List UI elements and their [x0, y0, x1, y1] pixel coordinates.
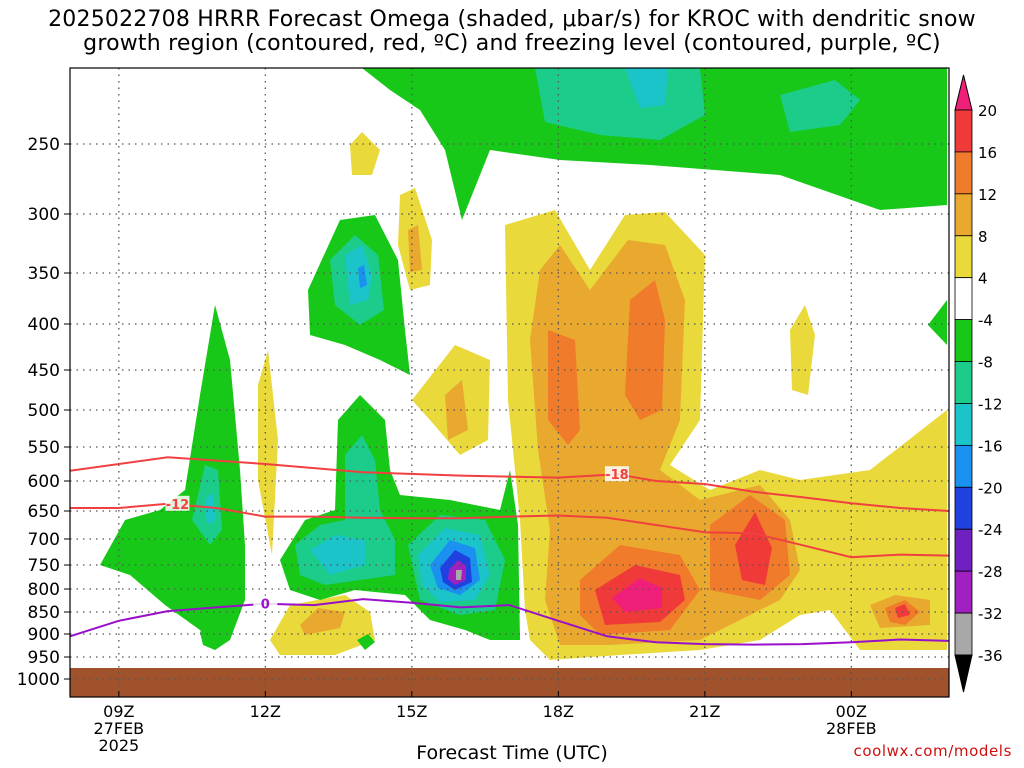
- omega-area-cyan-2: [345, 245, 372, 305]
- colorbar-segment: [954, 361, 973, 404]
- chart-title-line-1: 2025022708 HRRR Forecast Omega (shaded, …: [48, 7, 976, 32]
- x-tick-label: 09Z: [103, 702, 134, 721]
- omega-area-red-right-low: [895, 604, 910, 618]
- y-tick-label: 350: [28, 264, 60, 284]
- credit-link[interactable]: coolwx.com/models: [853, 742, 1012, 760]
- colorbar-segment: [954, 486, 973, 530]
- x-tick-label: 00Z: [836, 702, 867, 721]
- y-tick-label: 750: [28, 556, 60, 576]
- y-tick-label: 900: [28, 625, 60, 645]
- y-tick-label: 600: [28, 472, 60, 492]
- x-tick-label: 21Z: [689, 702, 720, 721]
- omega-area-teal-top-right: [780, 80, 860, 132]
- omega-area-green-dot: [357, 634, 375, 650]
- colorbar-bottom-arrow: [954, 654, 973, 693]
- contour-label--18: -18: [605, 468, 629, 483]
- contour-lines: -18 -12 0: [70, 456, 949, 646]
- y-tick-label: 950: [28, 648, 60, 668]
- omega-area-cyan-1: [205, 492, 216, 525]
- plot-frame: [69, 67, 950, 698]
- y-tick-label: 300: [28, 205, 60, 225]
- colorbar-segment: [954, 319, 973, 362]
- colorbar-segment: [954, 528, 973, 572]
- colorbar: 20 16 12 8 4 -4 -8 -12 -16 -20 -24 -28 -32 -36: [954, 74, 1003, 693]
- y-tick-label: 450: [28, 361, 60, 381]
- omega-area-green-small: [200, 620, 228, 650]
- colorbar-label: 4: [978, 270, 988, 288]
- contour-label--12: -12: [166, 498, 190, 513]
- colorbar-label: 12: [978, 186, 997, 204]
- colorbar-segment: [954, 193, 973, 237]
- grid-lines: [70, 68, 949, 697]
- omega-area-yellow-blob-1: [350, 132, 380, 175]
- colorbar-segment: [954, 570, 973, 614]
- y-axis: 2503003504004505005506006507007508008509…: [17, 135, 70, 690]
- contour-label-bg: [604, 466, 629, 482]
- omega-shading: [100, 68, 947, 660]
- contour-label-bg: [253, 595, 278, 611]
- colorbar-label: -28: [978, 563, 1003, 581]
- x-axis-title: Forecast Time (UTC): [416, 742, 608, 764]
- y-tick-label: 800: [28, 580, 60, 600]
- omega-area-orange-upper-right: [625, 280, 665, 420]
- y-tick-label: 250: [28, 135, 60, 155]
- colorbar-label: 20: [978, 102, 997, 120]
- colorbar-segment: [954, 235, 973, 279]
- chart-title-line-2: growth region (contoured, red, ºC) and f…: [83, 31, 941, 56]
- colorbar-label: -36: [978, 647, 1003, 665]
- y-tick-label: 550: [28, 438, 60, 458]
- y-tick-label: 700: [28, 530, 60, 550]
- colorbar-segment: [954, 277, 973, 321]
- colorbar-segment: [954, 151, 973, 195]
- colorbar-label: -12: [978, 395, 1003, 413]
- colorbar-label: -8: [978, 354, 993, 372]
- omega-area-green-right-edge: [928, 300, 947, 345]
- colorbar-segment: [954, 403, 973, 446]
- colorbar-label: -32: [978, 605, 1003, 623]
- colorbar-segment: [954, 109, 973, 153]
- y-tick-label: 1000: [17, 670, 60, 690]
- omega-area-red-right: [735, 512, 772, 585]
- colorbar-top-arrow: [954, 74, 973, 111]
- contour-line--18: [70, 456, 949, 512]
- contour-label-bg: [165, 495, 190, 511]
- omega-area-gold-blob-3: [445, 380, 468, 440]
- x-tick-date: 28FEB: [826, 719, 877, 738]
- colorbar-label: -4: [978, 312, 993, 330]
- omega-area-yellow-blob-4: [258, 350, 278, 555]
- omega-area-yellow-blob-5: [790, 305, 815, 395]
- y-tick-label: 850: [28, 603, 60, 623]
- contour-label-0: 0: [261, 598, 270, 613]
- y-tick-label: 650: [28, 502, 60, 522]
- colorbar-label: -16: [978, 437, 1003, 455]
- x-tick-label: 15Z: [396, 702, 427, 721]
- omega-area-gold-blob-2: [408, 225, 422, 272]
- x-tick-label: 12Z: [250, 702, 281, 721]
- omega-area-cyan-top: [625, 68, 668, 108]
- contour-line--12: [70, 502, 949, 559]
- y-tick-label: 500: [28, 401, 60, 421]
- omega-area-magenta-low: [612, 578, 662, 612]
- x-tick-label: 18Z: [543, 702, 574, 721]
- omega-area-green-1: [100, 305, 245, 650]
- colorbar-label: -24: [978, 521, 1003, 539]
- colorbar-label: 8: [978, 228, 988, 246]
- contour-line-0: [70, 598, 949, 646]
- omega-area-grey-4: [456, 570, 462, 580]
- y-tick-label: 400: [28, 315, 60, 335]
- omega-area-gold-blob-low: [300, 608, 345, 635]
- colorbar-segment: [954, 612, 973, 656]
- omega-area-blue-2: [358, 265, 367, 288]
- x-tick-date: 27FEB: [94, 719, 145, 738]
- omega-area-orange-upper-left: [548, 330, 580, 445]
- colorbar-segment: [954, 444, 973, 488]
- colorbar-label: 16: [978, 144, 997, 162]
- terrain-fill: [70, 668, 949, 697]
- colorbar-label: -20: [978, 479, 1003, 497]
- x-tick-year: 2025: [98, 736, 139, 755]
